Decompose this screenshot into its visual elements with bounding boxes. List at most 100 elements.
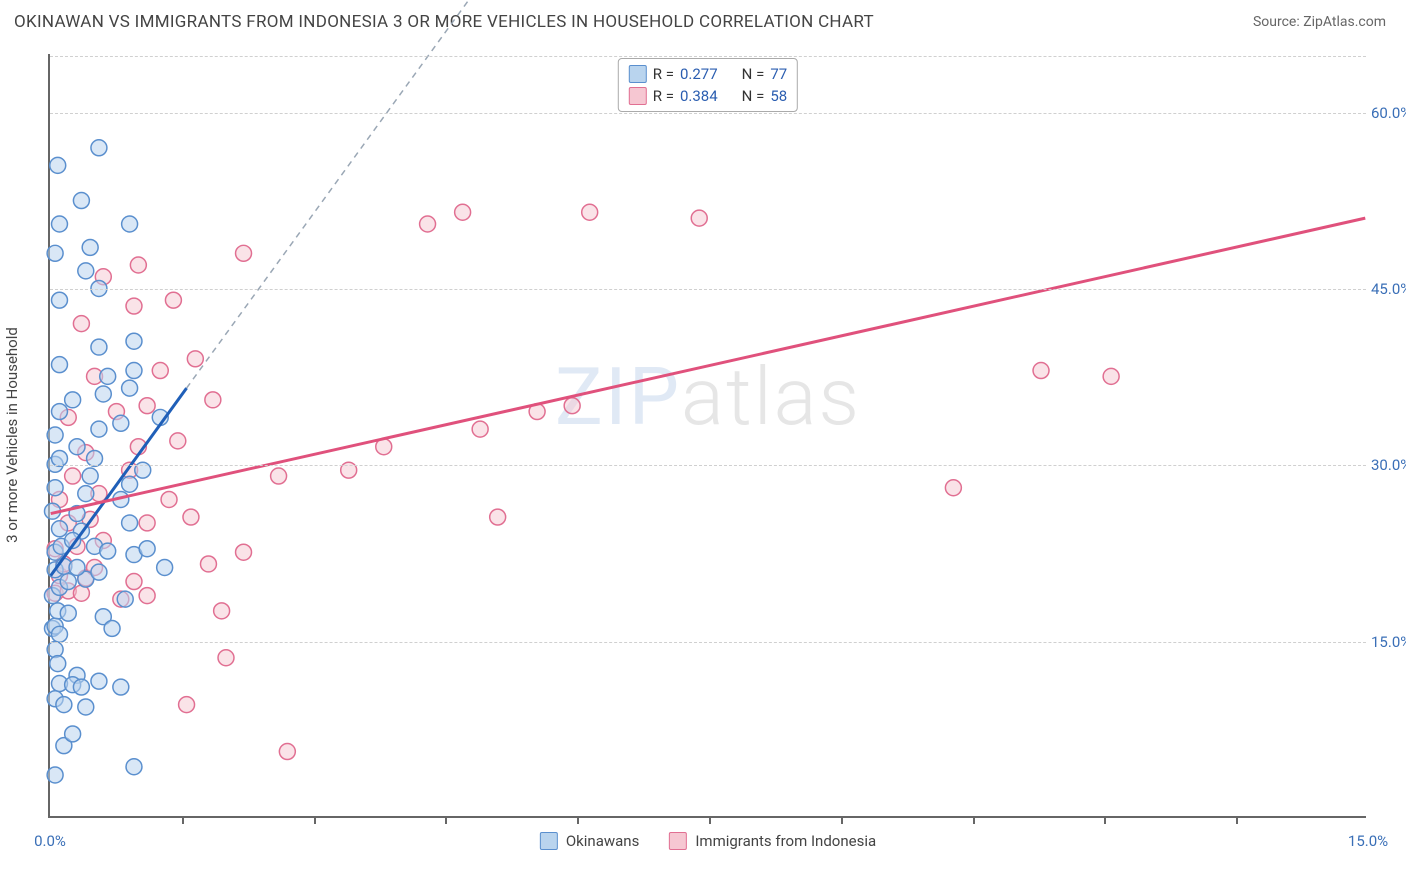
n-value-1: 77 [770, 65, 787, 83]
scatter-point [87, 450, 103, 466]
scatter-point [73, 679, 89, 695]
scatter-point [945, 480, 961, 496]
scatter-point [139, 398, 155, 414]
scatter-point [113, 679, 129, 695]
scatter-point [50, 656, 66, 672]
scatter-point [60, 574, 76, 590]
gridline-h [50, 465, 1366, 466]
x-minor-tick [973, 816, 975, 824]
legend-bottom-swatch-1 [540, 832, 558, 850]
gridline-h [50, 642, 1366, 643]
n-label-2: N = [742, 87, 765, 105]
source-value: ZipAtlas.com [1303, 14, 1386, 30]
scatter-point [78, 263, 94, 279]
legend-bottom-label-1: Okinawans [566, 832, 639, 850]
scatter-point [82, 468, 98, 484]
scatter-point [91, 339, 107, 355]
scatter-plot-svg [50, 54, 1366, 816]
gridline-h-top [50, 56, 1366, 57]
x-minor-tick [182, 816, 184, 824]
scatter-point [122, 515, 138, 531]
scatter-point [91, 564, 107, 580]
scatter-point [139, 541, 155, 557]
scatter-point [100, 543, 116, 559]
scatter-point [691, 210, 707, 226]
legend-bottom-swatch-2 [669, 832, 687, 850]
r-label-1: R = [653, 65, 674, 83]
scatter-point [205, 392, 221, 408]
scatter-point [69, 439, 85, 455]
scatter-point [60, 605, 76, 621]
scatter-point [52, 292, 68, 308]
scatter-point [271, 468, 287, 484]
scatter-point [65, 392, 81, 408]
x-minor-tick [1104, 816, 1106, 824]
chart-plot-area: 3 or more Vehicles in Household ZIPatlas… [48, 54, 1366, 818]
r-value-2: 0.384 [680, 87, 718, 105]
scatter-point [52, 521, 68, 537]
scatter-point [139, 588, 155, 604]
scatter-point [91, 140, 107, 156]
legend-swatch-1 [629, 65, 647, 83]
scatter-point [52, 216, 68, 232]
legend-item-1: Okinawans [540, 832, 639, 850]
scatter-point [52, 404, 68, 420]
y-tick-label: 30.0% [1371, 456, 1406, 474]
scatter-point [420, 216, 436, 232]
scatter-point [100, 368, 116, 384]
scatter-point [122, 380, 138, 396]
x-minor-tick [1236, 816, 1238, 824]
scatter-point [1103, 368, 1119, 384]
scatter-point [187, 351, 203, 367]
scatter-point [152, 363, 168, 379]
y-tick-label: 60.0% [1371, 104, 1406, 122]
x-tick-label: 15.0% [1348, 832, 1388, 850]
x-minor-tick [841, 816, 843, 824]
scatter-point [65, 468, 81, 484]
y-axis-label: 3 or more Vehicles in Household [3, 327, 21, 543]
scatter-point [183, 509, 199, 525]
scatter-point [126, 759, 142, 775]
x-tick-label: 0.0% [34, 832, 66, 850]
scatter-point [91, 673, 107, 689]
scatter-point [564, 398, 580, 414]
scatter-point [122, 216, 138, 232]
r-value-1: 0.277 [680, 65, 718, 83]
scatter-point [78, 699, 94, 715]
scatter-point [170, 433, 186, 449]
scatter-point [214, 603, 230, 619]
scatter-point [126, 298, 142, 314]
scatter-point [69, 559, 85, 575]
y-tick-label: 15.0% [1371, 633, 1406, 651]
scatter-point [52, 357, 68, 373]
legend-item-2: Immigrants from Indonesia [669, 832, 876, 850]
scatter-point [236, 245, 252, 261]
scatter-point [1033, 363, 1049, 379]
x-minor-tick [314, 816, 316, 824]
x-minor-tick [709, 816, 711, 824]
scatter-point [56, 697, 72, 713]
scatter-point [218, 650, 234, 666]
trendline [51, 218, 1366, 513]
scatter-point [122, 476, 138, 492]
scatter-point [47, 427, 63, 443]
scatter-point [200, 556, 216, 572]
gridline-h [50, 289, 1366, 290]
y-tick-label: 45.0% [1371, 280, 1406, 298]
scatter-point [113, 415, 129, 431]
gridline-h [50, 113, 1366, 114]
scatter-point [95, 386, 111, 402]
scatter-point [47, 480, 63, 496]
scatter-point [78, 486, 94, 502]
scatter-point [104, 620, 120, 636]
scatter-point [47, 642, 63, 658]
scatter-point [65, 726, 81, 742]
scatter-point [490, 509, 506, 525]
scatter-point [47, 767, 63, 783]
n-label-1: N = [742, 65, 765, 83]
legend-row-series-1: R = 0.277 N = 77 [629, 63, 787, 85]
scatter-point [582, 204, 598, 220]
scatter-point [73, 316, 89, 332]
scatter-point [179, 697, 195, 713]
source-attribution: Source: ZipAtlas.com [1253, 14, 1386, 30]
